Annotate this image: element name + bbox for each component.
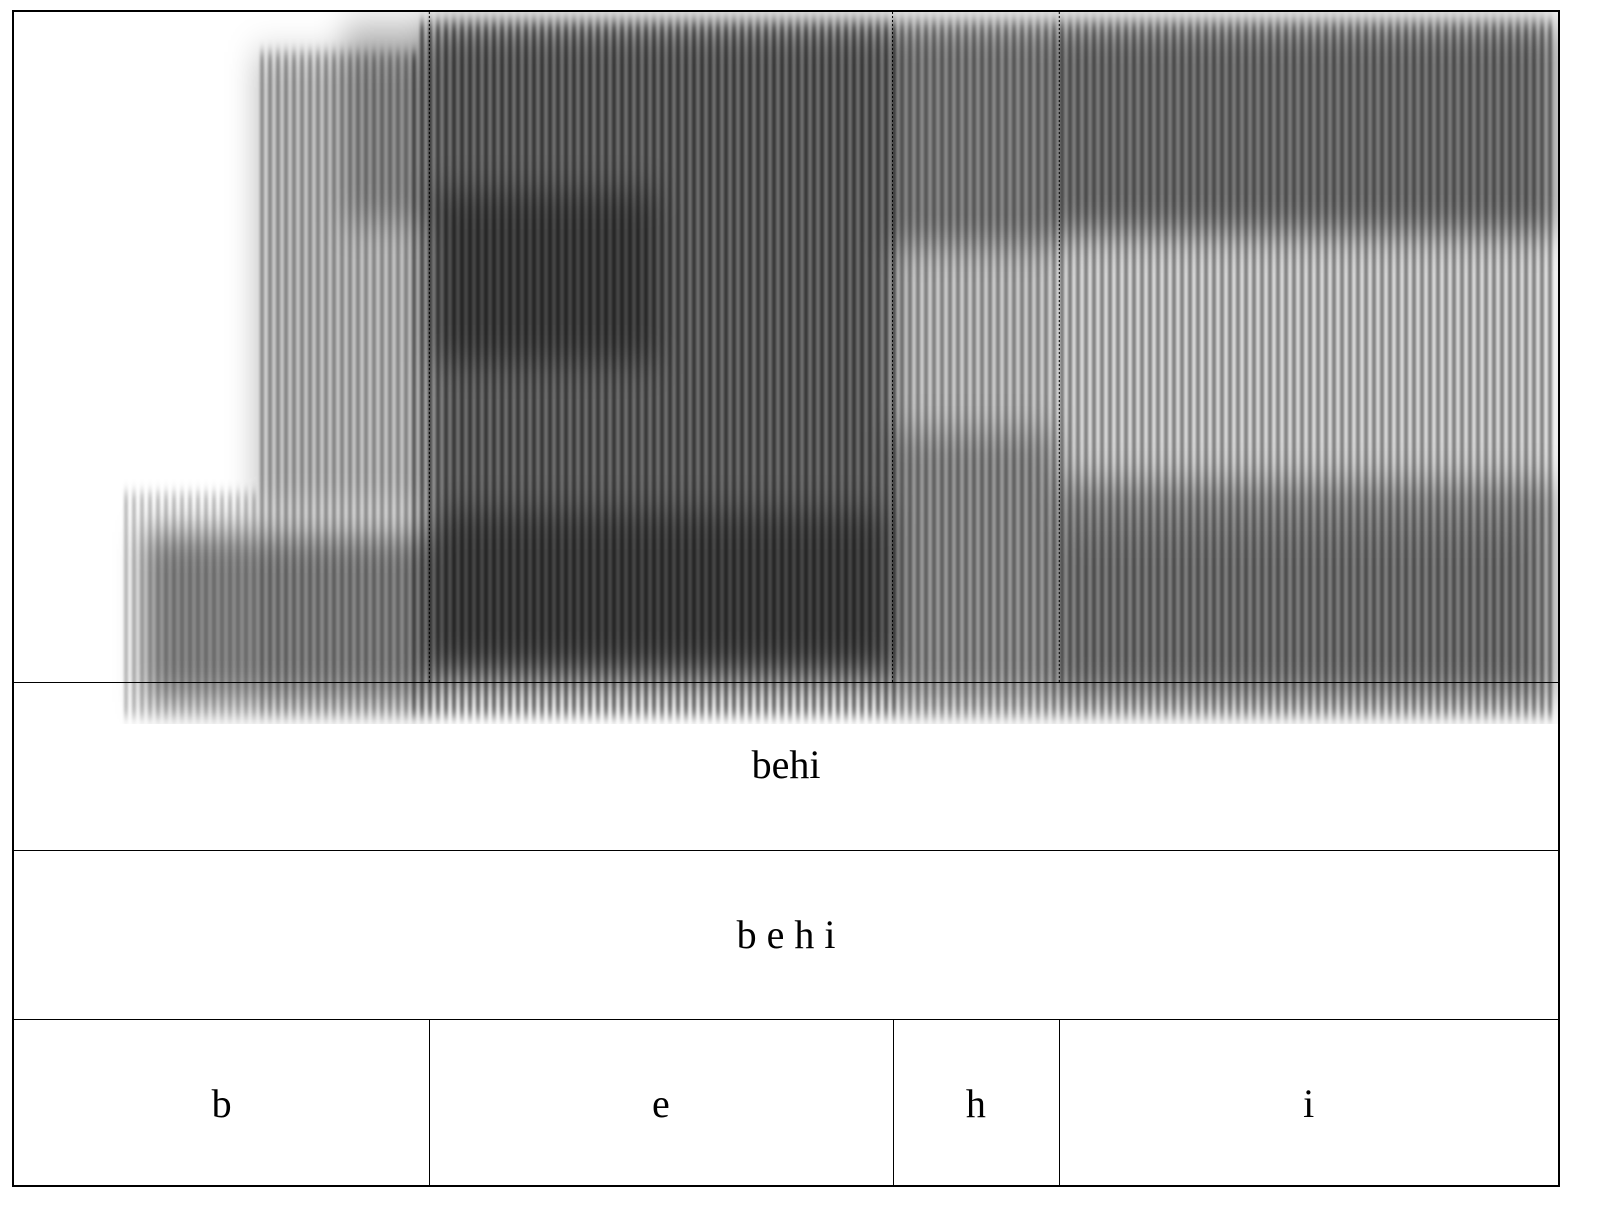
word-tier: behi (14, 682, 1558, 850)
segment-label-h: h (965, 1081, 986, 1126)
word-label: behi (751, 742, 821, 787)
segment-boundary (429, 1020, 431, 1185)
phones-string-label: b e h i (736, 912, 836, 957)
segment-boundary (892, 1020, 894, 1185)
segment-label-b: b (211, 1081, 232, 1126)
segment-boundary (1059, 1020, 1061, 1185)
spectrogram (124, 12, 1558, 717)
segment-tier: b e h i (14, 1019, 1558, 1185)
phones-string-tier: b e h i (14, 850, 1558, 1019)
praat-figure: behi b e h i b e h i (12, 10, 1560, 1187)
segment-label-i: i (1303, 1081, 1315, 1126)
segment-label-e: e (652, 1081, 670, 1126)
